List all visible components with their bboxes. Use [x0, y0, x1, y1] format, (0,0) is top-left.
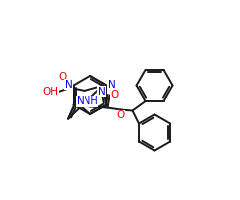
- Text: O: O: [58, 72, 67, 82]
- Text: NH: NH: [83, 97, 98, 106]
- Text: N: N: [98, 87, 105, 97]
- Text: N: N: [77, 96, 85, 106]
- Text: OH: OH: [42, 87, 59, 97]
- Text: O: O: [110, 90, 119, 100]
- Text: N: N: [65, 79, 72, 90]
- Text: N: N: [108, 79, 115, 90]
- Text: O: O: [116, 110, 125, 120]
